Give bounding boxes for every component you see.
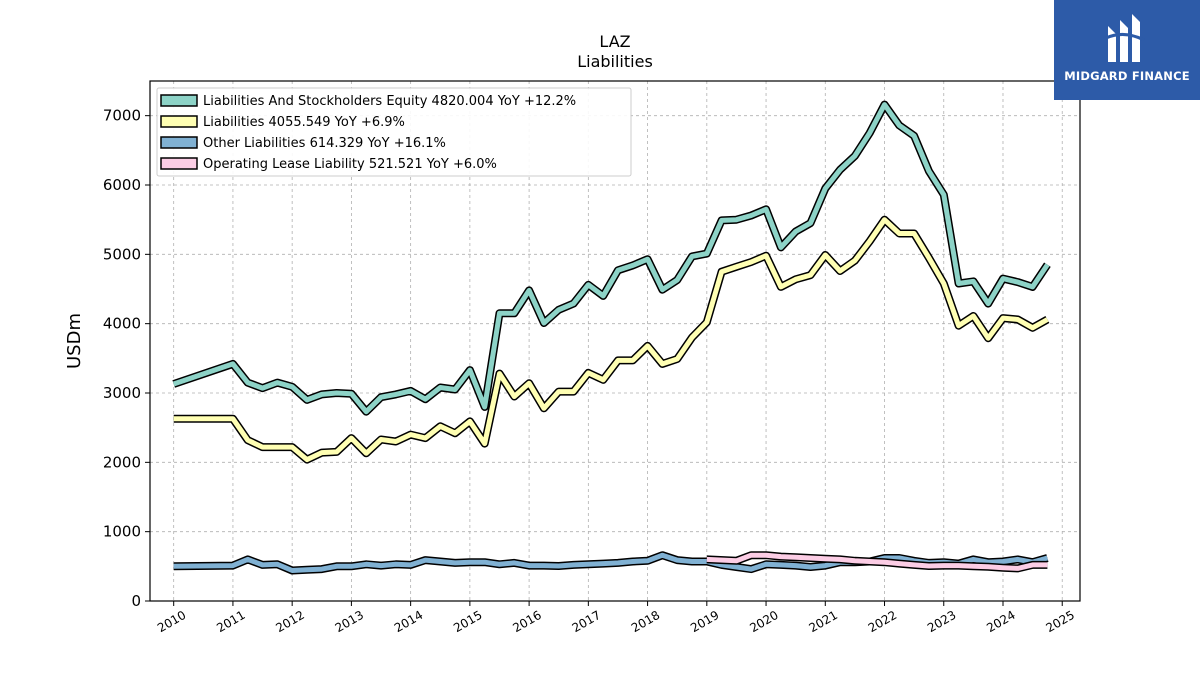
x-tick-label: 2015 <box>451 608 484 635</box>
brand-logo: MIDGARD FINANCE <box>1054 0 1200 100</box>
x-tick-label: 2012 <box>273 608 306 635</box>
x-tick-label: 2021 <box>807 608 840 635</box>
y-tick-label: 7000 <box>103 107 141 125</box>
x-tick-label: 2010 <box>155 608 188 635</box>
series-line-liabilities <box>173 217 1049 463</box>
y-tick-label: 0 <box>131 592 141 610</box>
x-tick-label: 2013 <box>333 608 366 635</box>
x-tick-label: 2014 <box>392 608 425 635</box>
y-tick-label: 2000 <box>103 453 141 471</box>
x-tick-label: 2018 <box>629 608 662 635</box>
x-tick-label: 2019 <box>688 608 721 635</box>
legend-swatch <box>160 115 198 128</box>
brand-name: MIDGARD FINANCE <box>1064 69 1190 83</box>
y-tick-label: 6000 <box>103 176 141 194</box>
x-tick-label: 2025 <box>1044 608 1077 635</box>
legend: Liabilities And Stockholders Equity 4820… <box>156 87 632 177</box>
x-tick-label: 2016 <box>510 608 543 635</box>
x-tick-label: 2020 <box>747 608 780 635</box>
series-outline-liabilities <box>173 215 1050 464</box>
y-tick-label: 3000 <box>103 384 141 402</box>
legend-label: Liabilities 4055.549 YoY +6.9% <box>203 115 405 130</box>
series-line-operating-lease-liability <box>706 552 1048 571</box>
x-tick-label: 2017 <box>570 608 603 635</box>
legend-label: Liabilities And Stockholders Equity 4820… <box>203 94 576 109</box>
y-tick-label: 4000 <box>103 315 141 333</box>
x-tick-label: 2023 <box>925 608 958 635</box>
legend-label: Other Liabilities 614.329 YoY +16.1% <box>203 136 446 151</box>
legend-swatch <box>160 157 198 170</box>
plot-frame <box>149 80 1081 602</box>
legend-label: Operating Lease Liability 521.521 YoY +6… <box>203 157 497 172</box>
legend-box <box>156 87 632 177</box>
legend-swatch <box>160 136 198 149</box>
chart-subtitle: Liabilities <box>577 52 653 71</box>
y-tick-label: 5000 <box>103 245 141 263</box>
x-tick-label: 2024 <box>984 608 1017 635</box>
chart-title: LAZ <box>599 32 630 51</box>
legend-swatch <box>160 94 198 107</box>
series-line-other-liabilities <box>173 552 1049 573</box>
x-tick-label: 2011 <box>214 608 247 635</box>
y-tick-label: 1000 <box>103 523 141 541</box>
series-lines <box>172 100 1051 575</box>
x-tick-label: 2022 <box>866 608 899 635</box>
y-axis-label: USDm <box>64 313 85 369</box>
series-line-liabilities-and-stockholders-equity <box>172 102 1050 415</box>
brand-emblem-icon <box>1105 14 1145 62</box>
